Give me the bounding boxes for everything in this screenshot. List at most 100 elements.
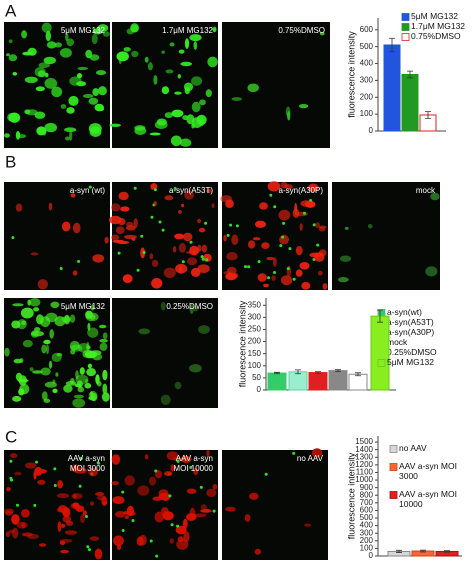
cell (187, 257, 197, 266)
cell (200, 255, 204, 259)
cell (183, 232, 193, 242)
cell (197, 218, 202, 224)
y-tick-label: 1000 (355, 475, 373, 484)
y-tick-label: 400 (360, 59, 374, 68)
cell (309, 252, 322, 258)
cell (299, 262, 310, 270)
cell (36, 126, 47, 136)
cell (56, 493, 70, 499)
cell (80, 513, 85, 523)
cell (62, 515, 71, 523)
cell (193, 467, 199, 476)
cell (36, 469, 48, 474)
error-bar (425, 111, 431, 119)
error-bar (315, 371, 321, 374)
cell (171, 109, 184, 118)
cell (279, 244, 283, 248)
cell (311, 448, 323, 458)
cell (176, 539, 189, 550)
cell (189, 34, 202, 42)
cell (138, 328, 150, 335)
cell (22, 339, 33, 348)
image-label: 0.25%DMSO (166, 302, 213, 311)
cell (82, 94, 94, 98)
cell (87, 327, 99, 338)
cell (29, 297, 41, 307)
cell (151, 259, 159, 267)
legend-swatch (377, 309, 386, 317)
micrograph (112, 298, 218, 408)
error-bar (420, 549, 426, 553)
cell (21, 509, 30, 518)
cell (49, 329, 54, 339)
panel-label: B (5, 152, 16, 171)
cell (164, 112, 173, 119)
cell (319, 32, 325, 36)
cell (16, 503, 19, 507)
cell (206, 488, 217, 498)
cell (57, 521, 62, 533)
cell (264, 472, 268, 476)
cell (77, 343, 91, 353)
cell (189, 303, 194, 315)
cell (115, 226, 125, 235)
legend-label: 1.7μM MG132 (411, 21, 466, 31)
cell (189, 507, 196, 518)
cell (186, 488, 197, 494)
cell (186, 114, 195, 125)
legend-label: 5μM MG132 (387, 357, 434, 367)
cell (278, 209, 291, 221)
cell (147, 62, 153, 71)
cell (99, 324, 107, 329)
cell (12, 395, 22, 402)
cell (247, 265, 251, 269)
cell (263, 283, 269, 288)
cell (6, 487, 11, 492)
cell (70, 378, 75, 385)
cell (280, 182, 288, 189)
cell (46, 41, 57, 49)
cell (54, 316, 66, 327)
cell (158, 489, 169, 497)
cell (53, 467, 57, 471)
y-tick-label: 1500 (355, 437, 373, 446)
cell (51, 86, 63, 98)
cell (116, 51, 129, 62)
cell (35, 86, 45, 92)
legend-swatch (401, 33, 410, 41)
cell (288, 247, 292, 251)
legend-text-box: 0.25%DMSO (387, 347, 437, 357)
image-label: MOI 3000 (70, 464, 106, 473)
cell (99, 342, 108, 351)
cell (72, 502, 80, 509)
cell (8, 112, 21, 123)
cell (60, 549, 69, 554)
cell (115, 511, 126, 518)
cell (174, 381, 182, 390)
cell (37, 479, 46, 485)
cell (285, 106, 291, 117)
cell (149, 539, 153, 543)
cell (299, 223, 303, 231)
cell (178, 242, 186, 253)
cell (161, 228, 165, 232)
cell (90, 304, 95, 311)
cell (5, 531, 10, 538)
cell (200, 504, 207, 511)
legend-swatch (377, 359, 386, 367)
cell (181, 203, 185, 208)
cell (178, 49, 185, 54)
cell (72, 270, 78, 276)
cell (149, 476, 156, 486)
cell (230, 272, 239, 279)
cell (131, 50, 139, 58)
cell (136, 268, 140, 272)
y-tick-label: 300 (248, 312, 262, 321)
cell (36, 314, 44, 325)
cell (220, 195, 232, 203)
cell (191, 101, 201, 113)
cell (101, 392, 110, 402)
cell (367, 224, 373, 229)
cell (78, 484, 82, 488)
cell (73, 394, 84, 399)
